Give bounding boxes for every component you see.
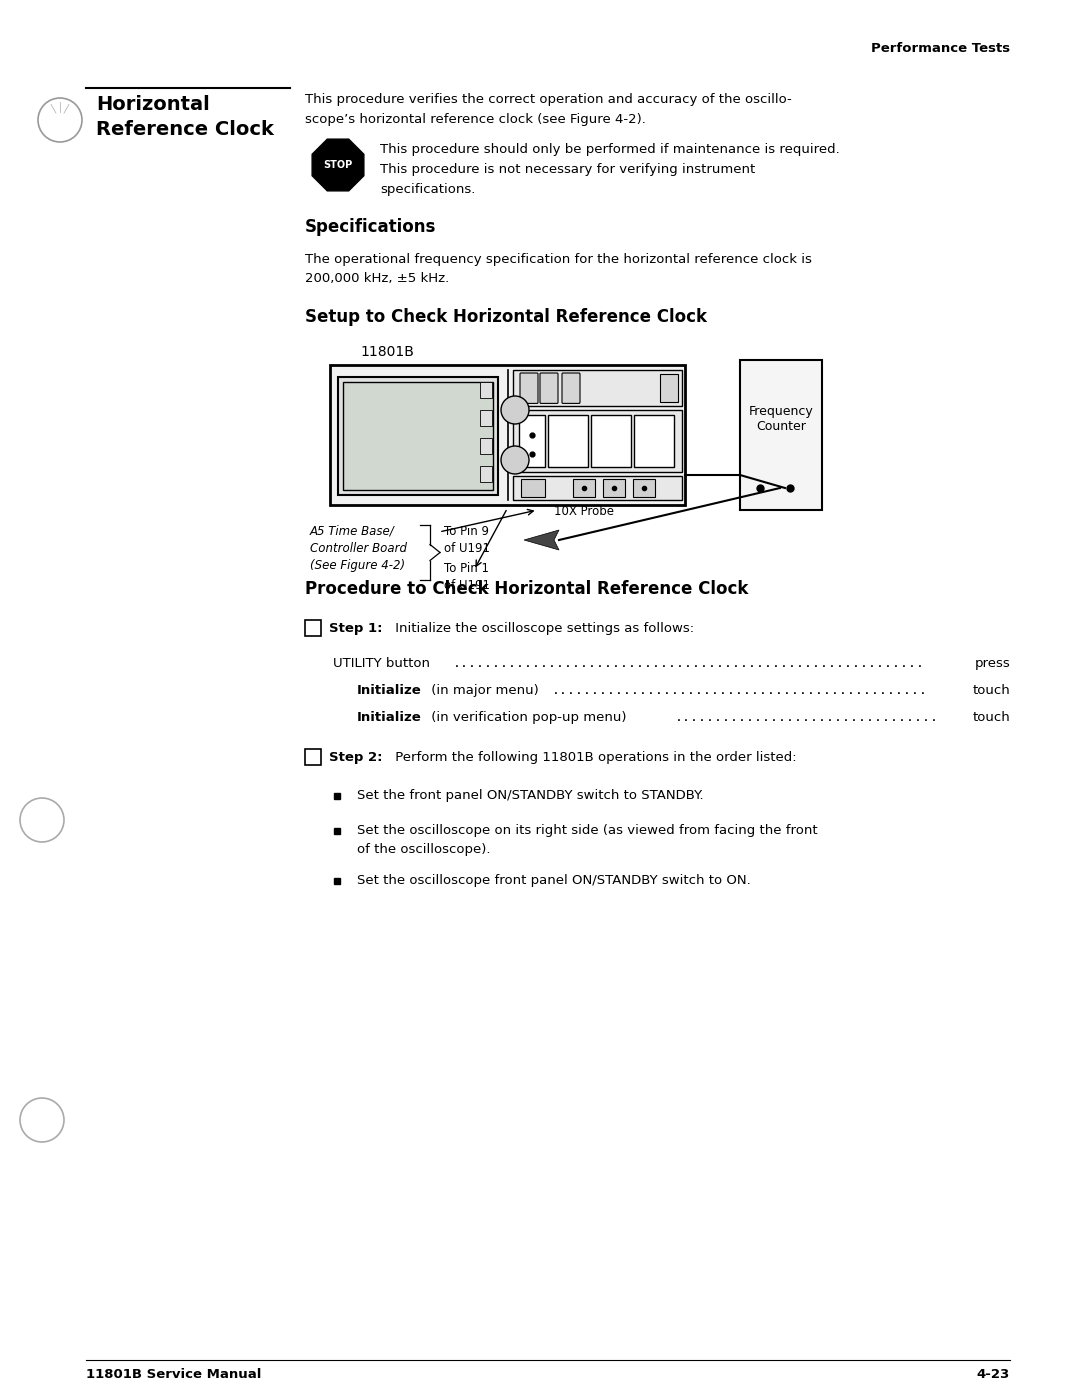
FancyBboxPatch shape [603, 478, 625, 497]
Text: Procedure to Check Horizontal Reference Clock: Procedure to Check Horizontal Reference … [305, 581, 748, 597]
Text: Setup to Check Horizontal Reference Clock: Setup to Check Horizontal Reference Cloc… [305, 308, 707, 326]
Text: Controller Board: Controller Board [310, 541, 407, 555]
FancyBboxPatch shape [573, 478, 595, 497]
Text: Step 2:: Step 2: [329, 751, 382, 764]
FancyBboxPatch shape [480, 410, 492, 427]
FancyBboxPatch shape [513, 410, 681, 471]
Text: This procedure should only be performed if maintenance is required.: This procedure should only be performed … [380, 143, 840, 157]
FancyBboxPatch shape [540, 374, 558, 403]
Text: STOP: STOP [323, 159, 353, 171]
Text: of U191: of U191 [444, 579, 490, 592]
FancyBboxPatch shape [519, 374, 538, 403]
Text: 10X Probe: 10X Probe [554, 505, 615, 518]
Text: Step 1:: Step 1: [329, 623, 382, 635]
FancyBboxPatch shape [591, 416, 631, 467]
Text: Specifications: Specifications [305, 218, 436, 236]
Text: Initialize: Initialize [357, 684, 422, 697]
FancyBboxPatch shape [480, 466, 492, 483]
FancyBboxPatch shape [633, 478, 654, 497]
Text: Reference Clock: Reference Clock [96, 120, 274, 139]
Text: (in verification pop-up menu): (in verification pop-up menu) [427, 711, 631, 725]
Text: This procedure is not necessary for verifying instrument: This procedure is not necessary for veri… [380, 164, 755, 176]
FancyBboxPatch shape [740, 360, 822, 511]
Circle shape [501, 446, 529, 474]
FancyBboxPatch shape [562, 374, 580, 403]
Text: Frequency
Counter: Frequency Counter [748, 404, 813, 434]
Polygon shape [312, 139, 364, 190]
FancyBboxPatch shape [480, 382, 492, 397]
Text: To Pin 9: To Pin 9 [444, 525, 489, 539]
FancyBboxPatch shape [305, 620, 321, 637]
FancyBboxPatch shape [480, 438, 492, 455]
Text: Horizontal: Horizontal [96, 95, 210, 113]
Circle shape [501, 396, 529, 424]
Text: ...........................................................: ........................................… [453, 658, 924, 670]
Text: To Pin 1: To Pin 1 [444, 562, 489, 575]
Text: Perform the following 11801B operations in the order listed:: Perform the following 11801B operations … [391, 751, 797, 764]
Text: of U191: of U191 [444, 541, 490, 555]
Text: specifications.: specifications. [380, 183, 475, 196]
Text: .................................: ................................. [675, 711, 939, 725]
FancyBboxPatch shape [660, 374, 678, 403]
FancyBboxPatch shape [305, 748, 321, 765]
Text: Set the oscilloscope on its right side (as viewed from facing the front: Set the oscilloscope on its right side (… [357, 824, 818, 837]
Text: Performance Tests: Performance Tests [870, 42, 1010, 55]
FancyBboxPatch shape [513, 476, 681, 499]
Text: 11801B: 11801B [360, 346, 414, 360]
Text: This procedure verifies the correct operation and accuracy of the oscillo-: This procedure verifies the correct oper… [305, 92, 792, 106]
Text: 11801B Service Manual: 11801B Service Manual [86, 1368, 261, 1381]
FancyBboxPatch shape [521, 478, 545, 497]
Text: 4-23: 4-23 [976, 1368, 1010, 1381]
FancyBboxPatch shape [338, 376, 498, 495]
Text: of the oscilloscope).: of the oscilloscope). [357, 844, 490, 856]
FancyBboxPatch shape [634, 416, 674, 467]
FancyBboxPatch shape [330, 365, 685, 505]
Text: press: press [974, 658, 1010, 670]
FancyBboxPatch shape [343, 382, 492, 490]
FancyBboxPatch shape [513, 369, 681, 406]
Text: (in major menu): (in major menu) [427, 684, 543, 697]
Text: ...............................................: ........................................… [552, 684, 928, 697]
Text: Set the oscilloscope front panel ON/STANDBY switch to ON.: Set the oscilloscope front panel ON/STAN… [357, 874, 751, 887]
Text: 200,000 kHz, ±5 kHz.: 200,000 kHz, ±5 kHz. [305, 271, 449, 285]
Text: (See Figure 4-2): (See Figure 4-2) [310, 560, 405, 572]
Text: Set the front panel ON/STANDBY switch to STANDBY.: Set the front panel ON/STANDBY switch to… [357, 789, 704, 802]
Text: touch: touch [972, 684, 1010, 697]
Text: A5 Time Base/: A5 Time Base/ [310, 525, 395, 539]
Text: scope’s horizontal reference clock (see Figure 4-2).: scope’s horizontal reference clock (see … [305, 113, 646, 126]
Text: Initialize: Initialize [357, 711, 422, 725]
FancyBboxPatch shape [548, 416, 588, 467]
FancyBboxPatch shape [519, 416, 545, 467]
Polygon shape [524, 530, 559, 550]
Text: touch: touch [972, 711, 1010, 725]
Text: Initialize the oscilloscope settings as follows:: Initialize the oscilloscope settings as … [391, 623, 694, 635]
Text: UTILITY button: UTILITY button [333, 658, 434, 670]
Text: The operational frequency specification for the horizontal reference clock is: The operational frequency specification … [305, 253, 812, 266]
